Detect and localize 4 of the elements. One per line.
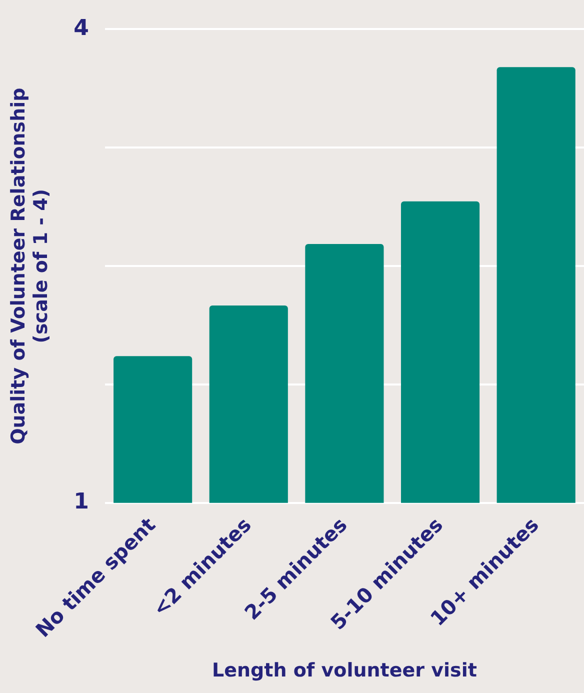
y-tick-label: 1 <box>74 490 89 515</box>
x-axis-title: Length of volunteer visit <box>212 660 477 682</box>
y-tick-label: 4 <box>74 16 89 41</box>
y-axis-title: Quality of Volunteer Relationship (scale of 1 - 4) <box>7 88 52 444</box>
